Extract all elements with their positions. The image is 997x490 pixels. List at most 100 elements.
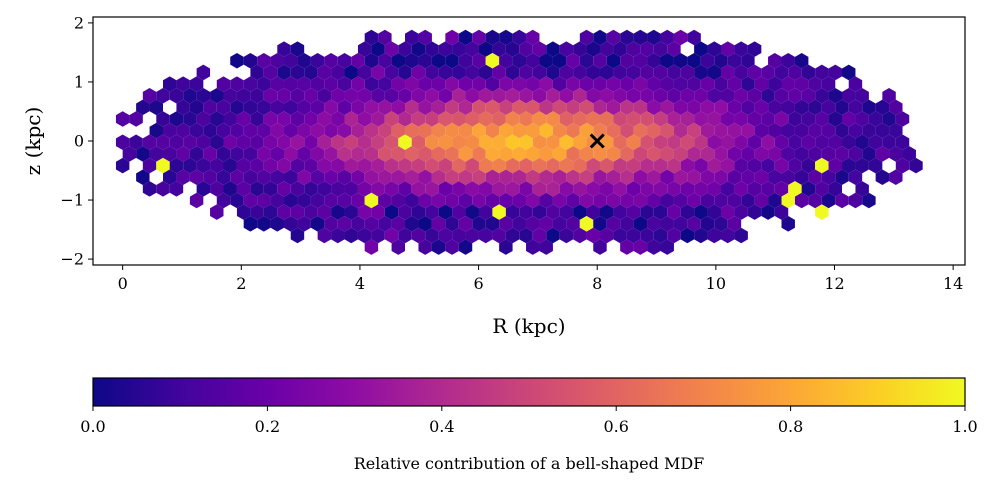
x-tick-label: 14 xyxy=(943,274,963,293)
hexbin-cell xyxy=(310,122,325,139)
hexbin-cell xyxy=(680,204,695,220)
hexbin-cell xyxy=(613,204,627,220)
hexbin-cell xyxy=(687,76,701,92)
hexbin-cell xyxy=(559,227,574,244)
hexbin-cell xyxy=(821,76,836,92)
hexbin-cell xyxy=(808,192,822,209)
hexbin-cell xyxy=(539,146,553,162)
hexbin-cell xyxy=(781,169,795,185)
hexbin-cell xyxy=(250,157,264,174)
hexbin-cell xyxy=(599,41,614,57)
hexbin-cell xyxy=(680,134,695,151)
hexbin-cell xyxy=(727,192,742,209)
hexbin-cell xyxy=(405,192,419,209)
hexbin-cell xyxy=(768,192,782,209)
hexbin-cell xyxy=(431,99,446,116)
hexbin-cell xyxy=(357,181,372,197)
hexbin-cell xyxy=(411,64,426,81)
hexbin-cell xyxy=(586,64,600,81)
hexbin-cell xyxy=(452,157,466,174)
hexbin-cell xyxy=(768,76,782,92)
hexbin-cell xyxy=(371,204,385,220)
hexbin-cell xyxy=(566,99,580,116)
hexbin-cell xyxy=(337,192,352,209)
hexbin-cell xyxy=(250,111,264,127)
hexbin-cell xyxy=(875,146,890,162)
hexbin-cell xyxy=(626,157,641,174)
hexbin-cell xyxy=(573,157,587,174)
hexbin-cell xyxy=(425,111,439,127)
hexbin-cell xyxy=(431,216,446,232)
hexbin-cell xyxy=(317,87,332,104)
hexbin-cell xyxy=(606,99,621,116)
hexbin-cell xyxy=(794,192,809,209)
hexbin-cell xyxy=(573,134,587,151)
hexbin-cell xyxy=(398,111,412,127)
hexbin-cell xyxy=(714,169,728,185)
hexbin-cell xyxy=(606,192,621,209)
hexbin-cell xyxy=(889,169,903,185)
hexbin-cell xyxy=(599,87,614,104)
hexbin-cell xyxy=(539,169,553,185)
hexbin-cell xyxy=(519,41,533,57)
hexbin-cell xyxy=(337,216,352,232)
hexbin-cell xyxy=(263,157,278,174)
hexbin-cell xyxy=(539,76,553,92)
hexbin-cell xyxy=(774,134,789,151)
hexbin-cell xyxy=(499,76,513,92)
hexbin-cell xyxy=(741,99,755,116)
hexbin-cell xyxy=(189,169,204,185)
hexbin-cell xyxy=(721,181,735,197)
hexbin-cell xyxy=(297,76,311,92)
hexbin-cell xyxy=(478,181,493,197)
hexbin-cell xyxy=(452,87,466,104)
hexbin-cell xyxy=(673,146,688,162)
hexbin-cell xyxy=(895,157,910,174)
hexbin-cell xyxy=(364,99,379,116)
hexbin-cell xyxy=(505,64,520,81)
hexbin-cell xyxy=(284,99,298,116)
hexbin-cell xyxy=(781,76,795,92)
hexbin-cell xyxy=(452,111,466,127)
hexbin-cell xyxy=(707,204,721,220)
hexbin-cell xyxy=(270,53,285,69)
hexbin-cell xyxy=(694,204,708,220)
hexbin-cell xyxy=(478,204,493,220)
hexbin-cell xyxy=(277,157,291,174)
hexbin-cell xyxy=(357,157,372,174)
hexbin-cell xyxy=(707,41,721,57)
hexbin-cell xyxy=(512,99,527,116)
hexbin-cell xyxy=(499,239,513,255)
hexbin-cell xyxy=(216,146,231,162)
hexbin-cell xyxy=(559,41,574,57)
hexbin-cell xyxy=(868,157,883,174)
hexbin-cell xyxy=(559,111,574,127)
hexbin-cell xyxy=(189,122,204,139)
hexbin-cell xyxy=(821,192,836,209)
hexbin-cell xyxy=(821,169,836,185)
hexbin-cell xyxy=(680,111,695,127)
hexbin-cell xyxy=(196,87,211,104)
hexbin-cell xyxy=(660,76,674,92)
hexbin-cell xyxy=(552,53,567,69)
hexbin-cell xyxy=(694,227,708,244)
hexbin-cells xyxy=(115,29,923,255)
colorbar xyxy=(92,377,966,407)
hexbin-cell xyxy=(633,239,648,255)
hexbin-cell xyxy=(458,99,473,116)
hexbin-cell xyxy=(721,227,735,244)
hexbin-cell xyxy=(405,216,419,232)
hexbin-cell xyxy=(566,122,580,139)
hexbin-cell xyxy=(593,53,607,69)
hexbin-cell xyxy=(687,29,701,46)
hexbin-cell xyxy=(815,111,829,127)
hexbin-cell xyxy=(364,53,379,69)
hexbin-cell xyxy=(680,64,695,81)
hexbin-cell xyxy=(230,53,244,69)
hexbin-cell xyxy=(297,122,311,139)
hexbin-cell xyxy=(741,146,755,162)
hexbin-cell xyxy=(714,76,728,92)
x-tick-label: 10 xyxy=(706,274,726,293)
hexbin-cell xyxy=(606,169,621,185)
hexbin-cell xyxy=(714,146,728,162)
